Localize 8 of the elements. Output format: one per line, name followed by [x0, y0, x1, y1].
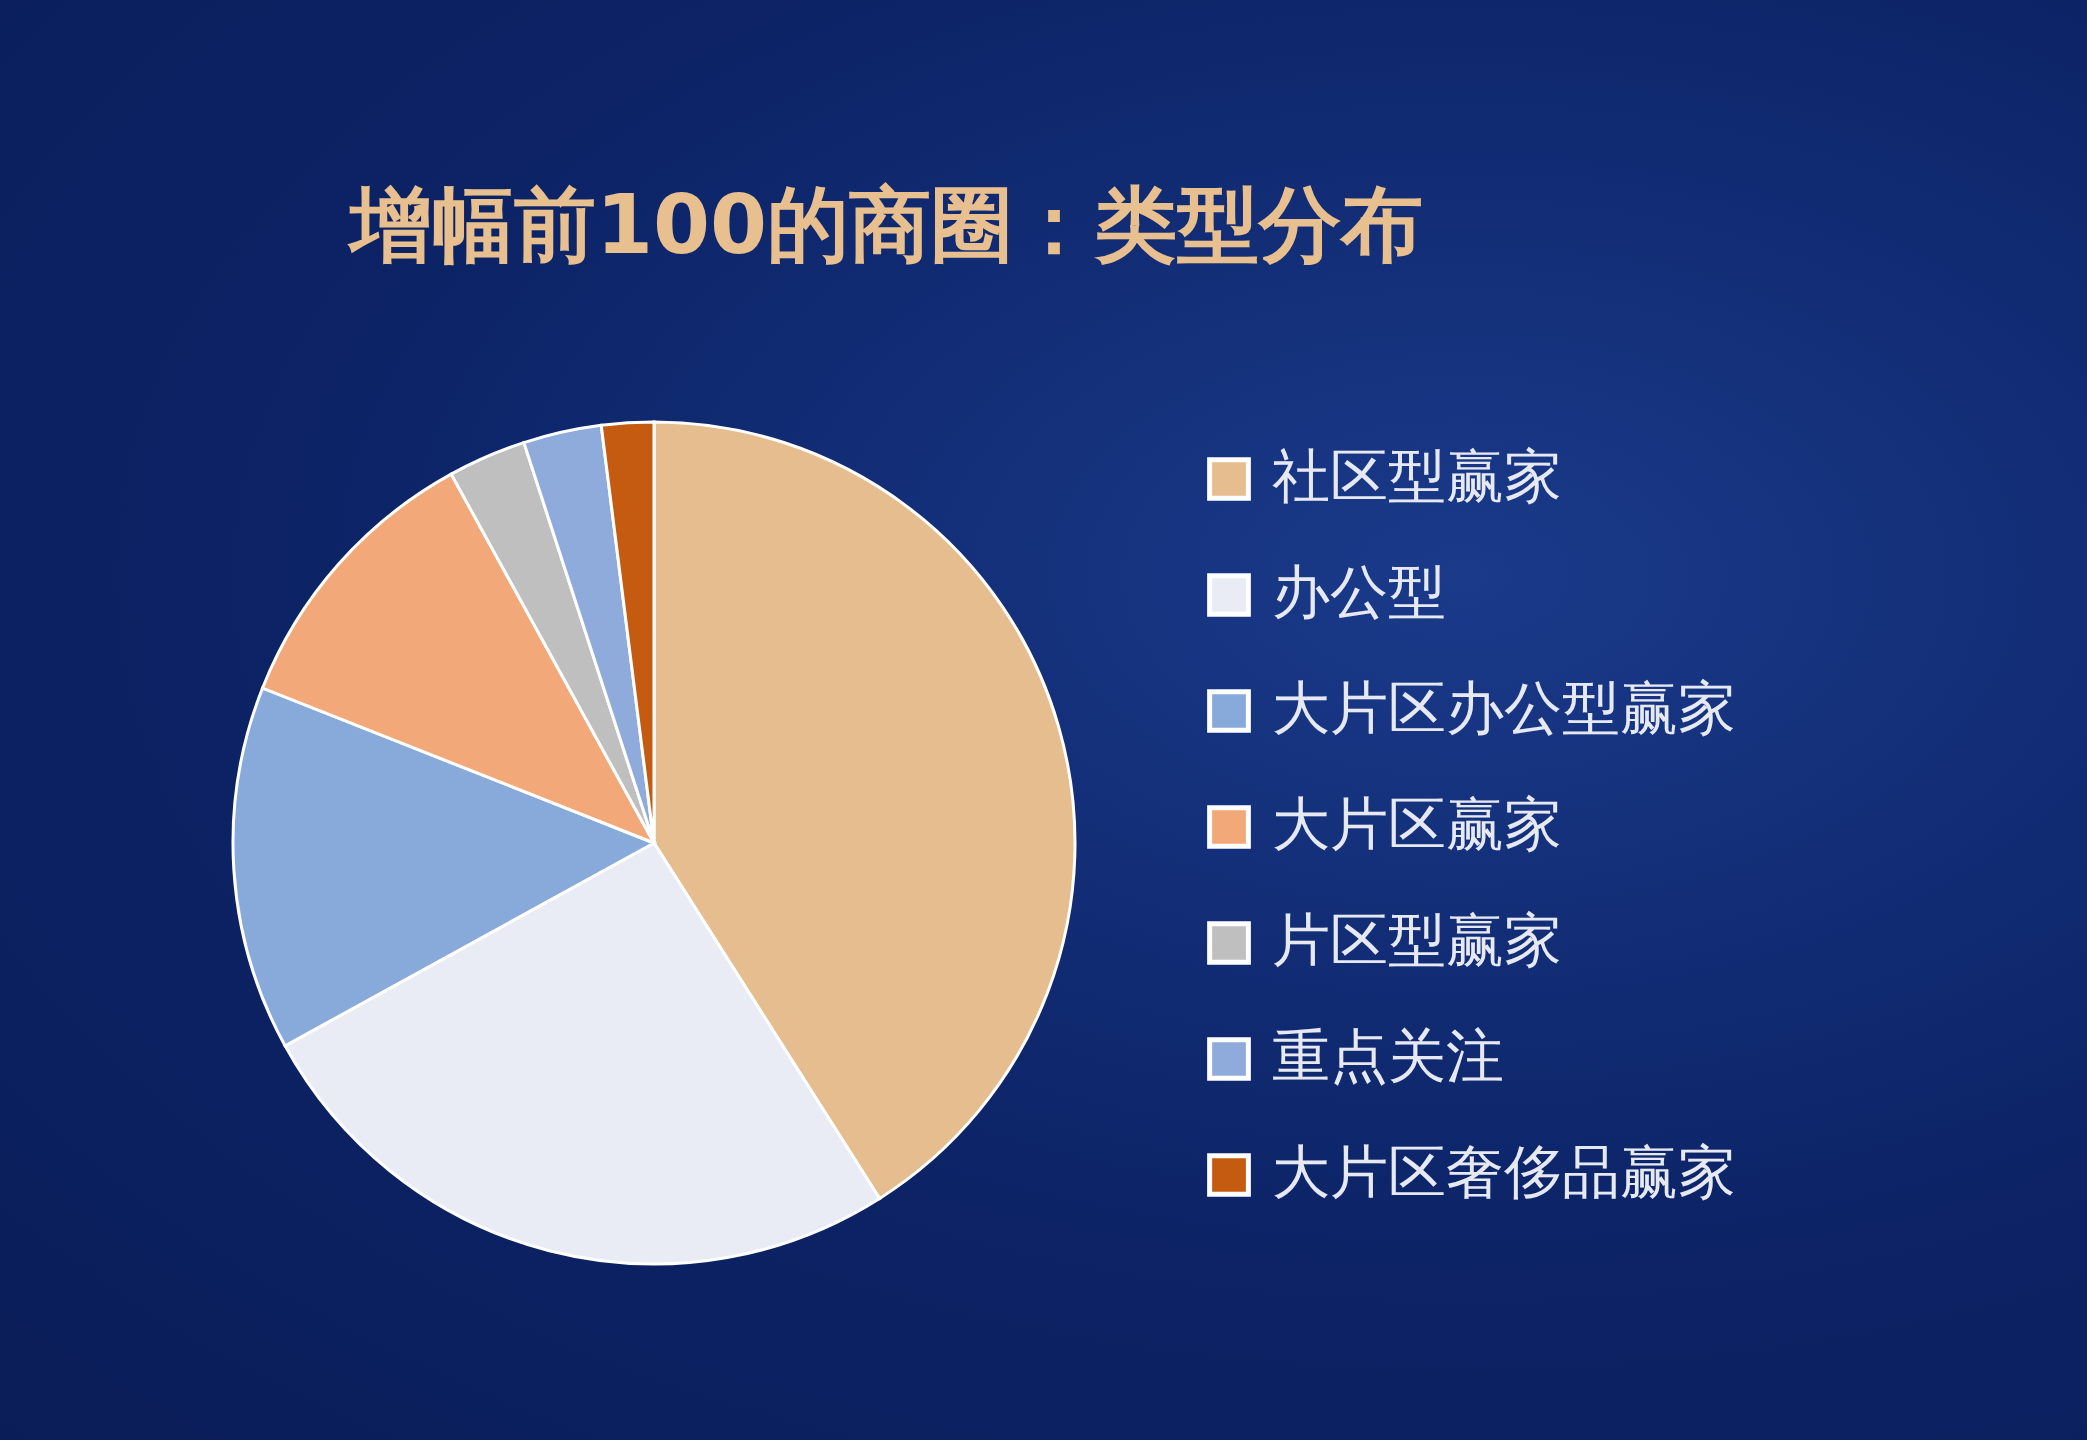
- legend-label: 大片区赢家: [1272, 790, 1562, 858]
- legend-label: 社区型赢家: [1272, 442, 1562, 510]
- legend-label: 片区型赢家: [1272, 906, 1562, 974]
- legend-label: 重点关注: [1272, 1022, 1504, 1090]
- legend-label: 大片区办公型赢家: [1272, 674, 1736, 742]
- chart-title: 增幅前100的商圈：类型分布: [347, 177, 1424, 272]
- legend-label: 办公型: [1272, 558, 1446, 626]
- legend-label: 大片区奢侈品赢家: [1272, 1138, 1736, 1206]
